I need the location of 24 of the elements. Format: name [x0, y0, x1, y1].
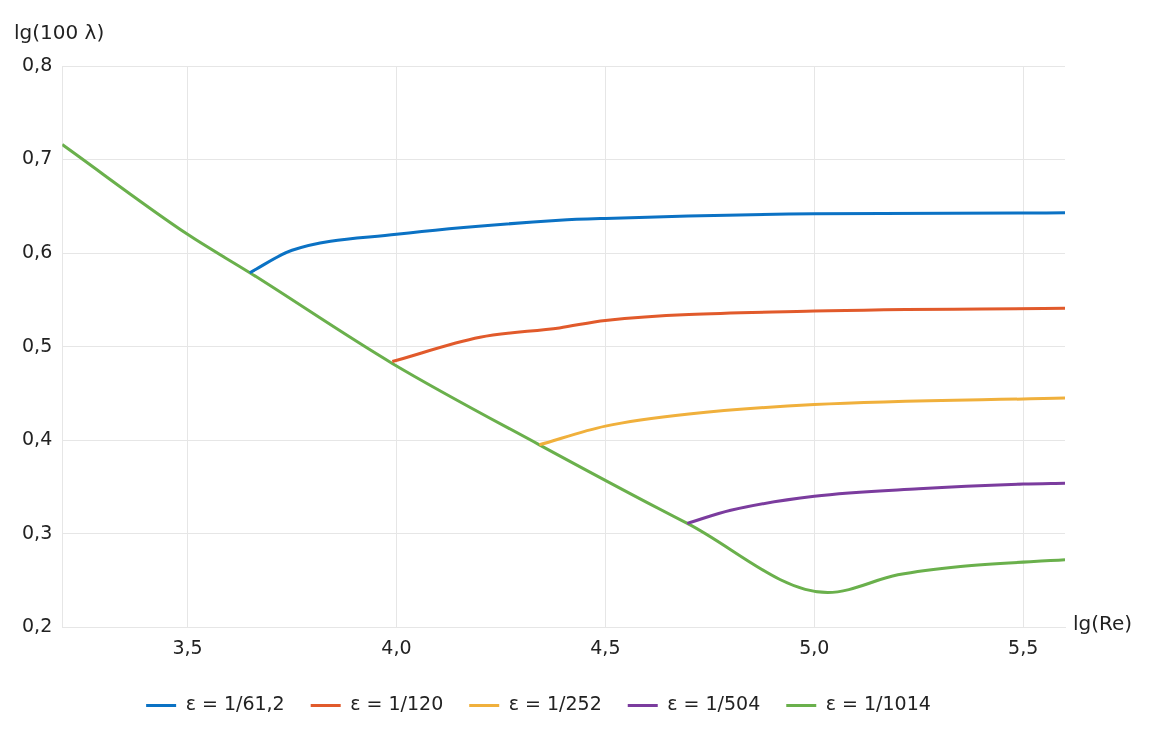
x-axis-title: lg(Re) [1073, 611, 1133, 636]
x-tick-label: 5,0 [799, 635, 830, 658]
legend-label: ε = 1/120 [350, 692, 444, 715]
line-series [685, 481, 1065, 525]
y-axis-title: lg(100 λ) [14, 20, 105, 45]
x-tick-label: 3,5 [172, 635, 203, 658]
legend-label: ε = 1/61,2 [185, 692, 285, 715]
legend-label: ε = 1/1014 [825, 692, 931, 715]
line-series [248, 211, 1065, 275]
legend-label: ε = 1/252 [508, 692, 602, 715]
line-series [62, 143, 1065, 595]
legend-label: ε = 1/504 [667, 692, 761, 715]
line-series [390, 306, 1065, 364]
y-tick-label: 0,3 [22, 520, 53, 543]
x-tick-label: 4,5 [590, 635, 621, 658]
y-tick-label: 0,6 [22, 240, 53, 262]
x-tick-label: 5,5 [1008, 635, 1039, 658]
y-tick-label: 0,8 [22, 52, 53, 75]
y-tick-label: 0,4 [22, 427, 53, 450]
y-tick-label: 0,5 [22, 333, 53, 356]
y-tick-label: 0,7 [22, 146, 53, 169]
x-tick-label: 4,0 [381, 635, 412, 658]
y-tick-label: 0,2 [22, 614, 53, 637]
line-series [537, 396, 1065, 447]
